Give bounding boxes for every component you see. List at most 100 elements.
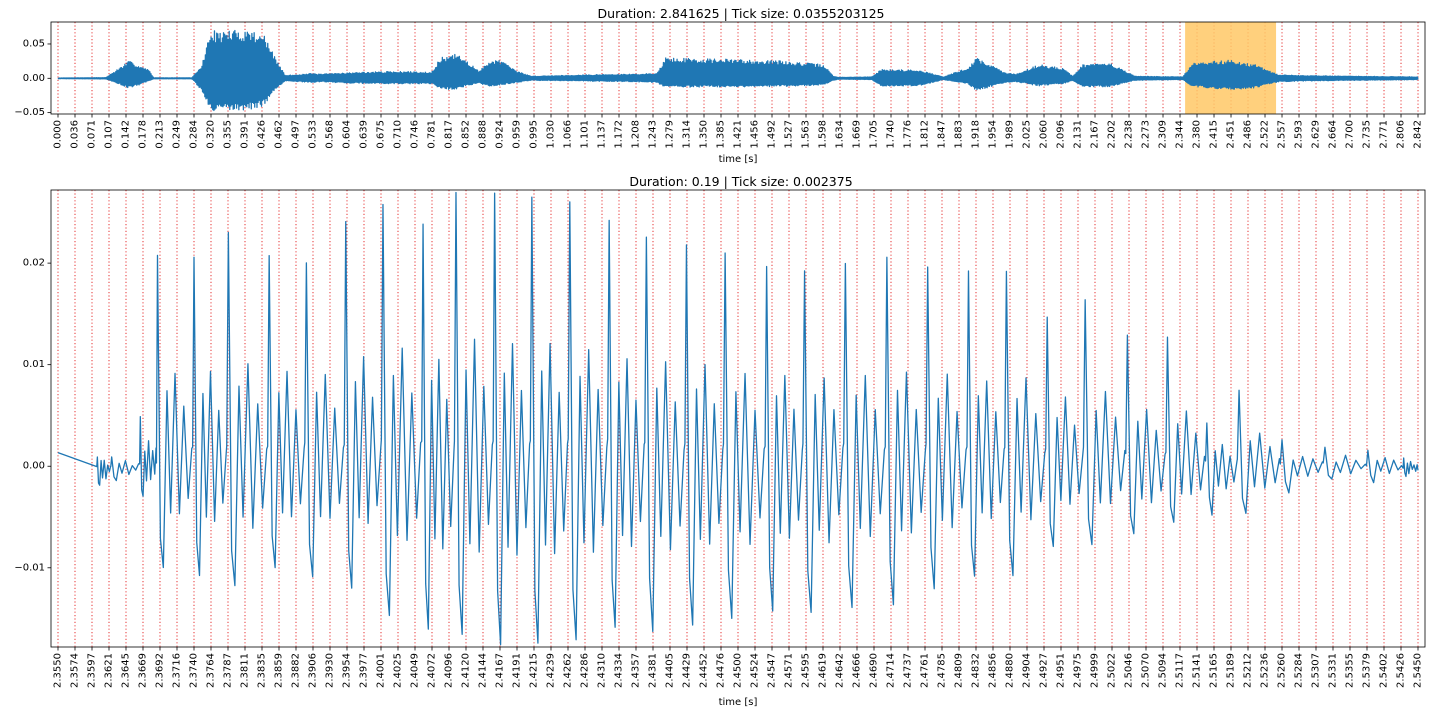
zoom-x-tick-label: 2.4310	[597, 653, 608, 688]
overview-x-tick-label: 2.664	[1328, 120, 1339, 149]
zoom-x-tick-label: 2.4500	[733, 653, 744, 688]
overview-x-tick-label: 0.000	[53, 120, 64, 149]
zoom-x-tick-label: 2.4001	[376, 653, 387, 688]
zoom-x-tick-label: 2.3859	[274, 653, 285, 688]
overview-x-axis-label: time [s]	[719, 154, 758, 165]
overview-x-tick-label: 0.071	[87, 120, 98, 149]
zoom-x-tick-label: 2.4357	[631, 653, 642, 688]
zoom-x-tick-label: 2.4856	[988, 653, 999, 688]
overview-x-tick-label: 1.883	[954, 120, 965, 149]
zoom-x-tick-label: 2.4832	[971, 653, 982, 688]
zoom-x-tick-label: 2.5284	[1294, 653, 1305, 688]
zoom-x-tick-label: 2.5426	[1396, 653, 1407, 688]
zoom-x-tick-label: 2.4429	[682, 653, 693, 688]
zoom-x-tick-label: 2.3716	[172, 653, 183, 688]
overview-x-tick-label: 2.806	[1396, 120, 1407, 149]
overview-x-tick-label: 1.847	[937, 120, 948, 149]
overview-x-tick-label: 1.314	[682, 120, 693, 149]
overview-x-tick-label: 2.522	[1260, 120, 1271, 149]
zoom-x-tick-label: 2.3669	[138, 653, 149, 688]
zoom-x-tick-label: 2.4452	[699, 653, 710, 688]
zoom-grid	[57, 190, 1419, 647]
overview-x-tick-label: 1.989	[1005, 120, 1016, 149]
zoom-x-tick-label: 2.5189	[1226, 653, 1237, 688]
zoom-x-tick-label: 2.4025	[393, 653, 404, 688]
zoom-x-tick-label: 2.4191	[512, 653, 523, 688]
zoom-x-tick-label: 2.5141	[1192, 653, 1203, 688]
zoom-x-tick-label: 2.5022	[1107, 653, 1118, 688]
zoom-x-tick-label: 2.5260	[1277, 653, 1288, 688]
overview-waveform-line	[57, 29, 1419, 112]
overview-x-tick-label: 1.456	[750, 120, 761, 149]
overview-x-tick-label: 0.391	[240, 120, 251, 149]
zoom-x-tick-label: 2.4096	[444, 653, 455, 688]
overview-x-tick-label: 1.527	[784, 120, 795, 149]
overview-x-tick-label: 2.557	[1277, 120, 1288, 149]
zoom-x-tick-label: 2.4120	[461, 653, 472, 688]
zoom-x-tick-label: 2.3645	[121, 653, 132, 688]
overview-axes-frame	[50, 21, 1426, 115]
zoom-x-ticks	[57, 647, 1419, 651]
overview-x-tick-label: 0.924	[495, 120, 506, 149]
zoom-x-tick-label: 2.3811	[240, 653, 251, 688]
zoom-x-tick-label: 2.5236	[1260, 653, 1271, 688]
zoom-chart-title: Duration: 0.19 | Tick size: 0.002375	[629, 174, 852, 189]
zoom-x-tick-label: 2.3764	[206, 653, 217, 688]
zoom-x-tick-label: 2.3550	[53, 653, 64, 688]
zoom-x-tick-label: 2.5331	[1328, 653, 1339, 688]
overview-x-tick-label: 0.675	[376, 120, 387, 149]
zoom-x-tick-label: 2.4381	[648, 653, 659, 688]
zoom-x-tick-label: 2.3787	[223, 653, 234, 688]
overview-x-tick-label: 2.842	[1413, 120, 1424, 149]
overview-x-tick-label: 0.852	[461, 120, 472, 149]
overview-x-tick-label: 0.462	[274, 120, 285, 149]
zoom-axes-frame	[50, 189, 1426, 648]
overview-x-tick-label: 0.036	[70, 120, 81, 149]
overview-x-tick-label: 1.172	[614, 120, 625, 149]
zoom-x-tick-label: 2.4405	[665, 653, 676, 688]
zoom-x-tick-label: 2.5165	[1209, 653, 1220, 688]
overview-x-tick-label: 0.817	[444, 120, 455, 149]
overview-x-tick-label: 2.486	[1243, 120, 1254, 149]
zoom-x-tick-label: 2.4215	[529, 653, 540, 688]
zoom-x-tick-label: 2.5046	[1124, 653, 1135, 688]
overview-x-tick-label: 1.030	[546, 120, 557, 149]
overview-x-tick-label: 1.705	[869, 120, 880, 149]
overview-x-tick-label: 2.344	[1175, 120, 1186, 149]
overview-x-tick-label: 0.746	[410, 120, 421, 149]
overview-x-tick-label: 0.249	[172, 120, 183, 149]
overview-x-tick-label: 2.629	[1311, 120, 1322, 149]
overview-x-tick-label: 0.213	[155, 120, 166, 149]
overview-x-tick-label: 0.320	[206, 120, 217, 149]
zoom-x-tick-label: 2.4904	[1022, 653, 1033, 688]
overview-x-tick-label: 2.451	[1226, 120, 1237, 149]
overview-x-tick-label: 0.995	[529, 120, 540, 149]
zoom-x-tick-label: 2.3977	[359, 653, 370, 688]
overview-x-tick-label: 2.167	[1090, 120, 1101, 149]
overview-x-tick-label: 0.107	[104, 120, 115, 149]
overview-x-ticks	[57, 114, 1419, 118]
zoom-x-tick-label: 2.4666	[852, 653, 863, 688]
zoom-x-tick-label: 2.5094	[1158, 653, 1169, 688]
zoom-x-tick-label: 2.4144	[478, 653, 489, 688]
zoom-x-tick-label: 2.4571	[784, 653, 795, 688]
overview-x-tick-label: 2.380	[1192, 120, 1203, 149]
zoom-x-tick-label: 2.5379	[1362, 653, 1373, 688]
zoom-x-tick-label: 2.3906	[308, 653, 319, 688]
zoom-x-tick-label: 2.4167	[495, 653, 506, 688]
zoom-chart: Duration: 0.19 | Tick size: 0.002375 0.0…	[14, 174, 1426, 708]
overview-x-tick-label: 0.888	[478, 120, 489, 149]
zoom-x-tick-label: 2.3954	[342, 653, 353, 688]
zoom-y-tick-labels: 0.02 0.01 0.00 −0.01	[14, 258, 51, 573]
zoom-x-tick-label: 2.4880	[1005, 653, 1016, 688]
zoom-x-tick-label: 2.4714	[886, 653, 897, 688]
overview-x-tick-label: 1.776	[903, 120, 914, 149]
zoom-x-tick-label: 2.4999	[1090, 653, 1101, 688]
zoom-x-tick-label: 2.5355	[1345, 653, 1356, 688]
zoom-x-tick-label: 2.4809	[954, 653, 965, 688]
zoom-x-tick-label: 2.4049	[410, 653, 421, 688]
overview-x-tick-label: 1.421	[733, 120, 744, 149]
overview-chart-title: Duration: 2.841625 | Tick size: 0.035520…	[598, 6, 885, 21]
zoom-x-tick-label: 2.4239	[546, 653, 557, 688]
